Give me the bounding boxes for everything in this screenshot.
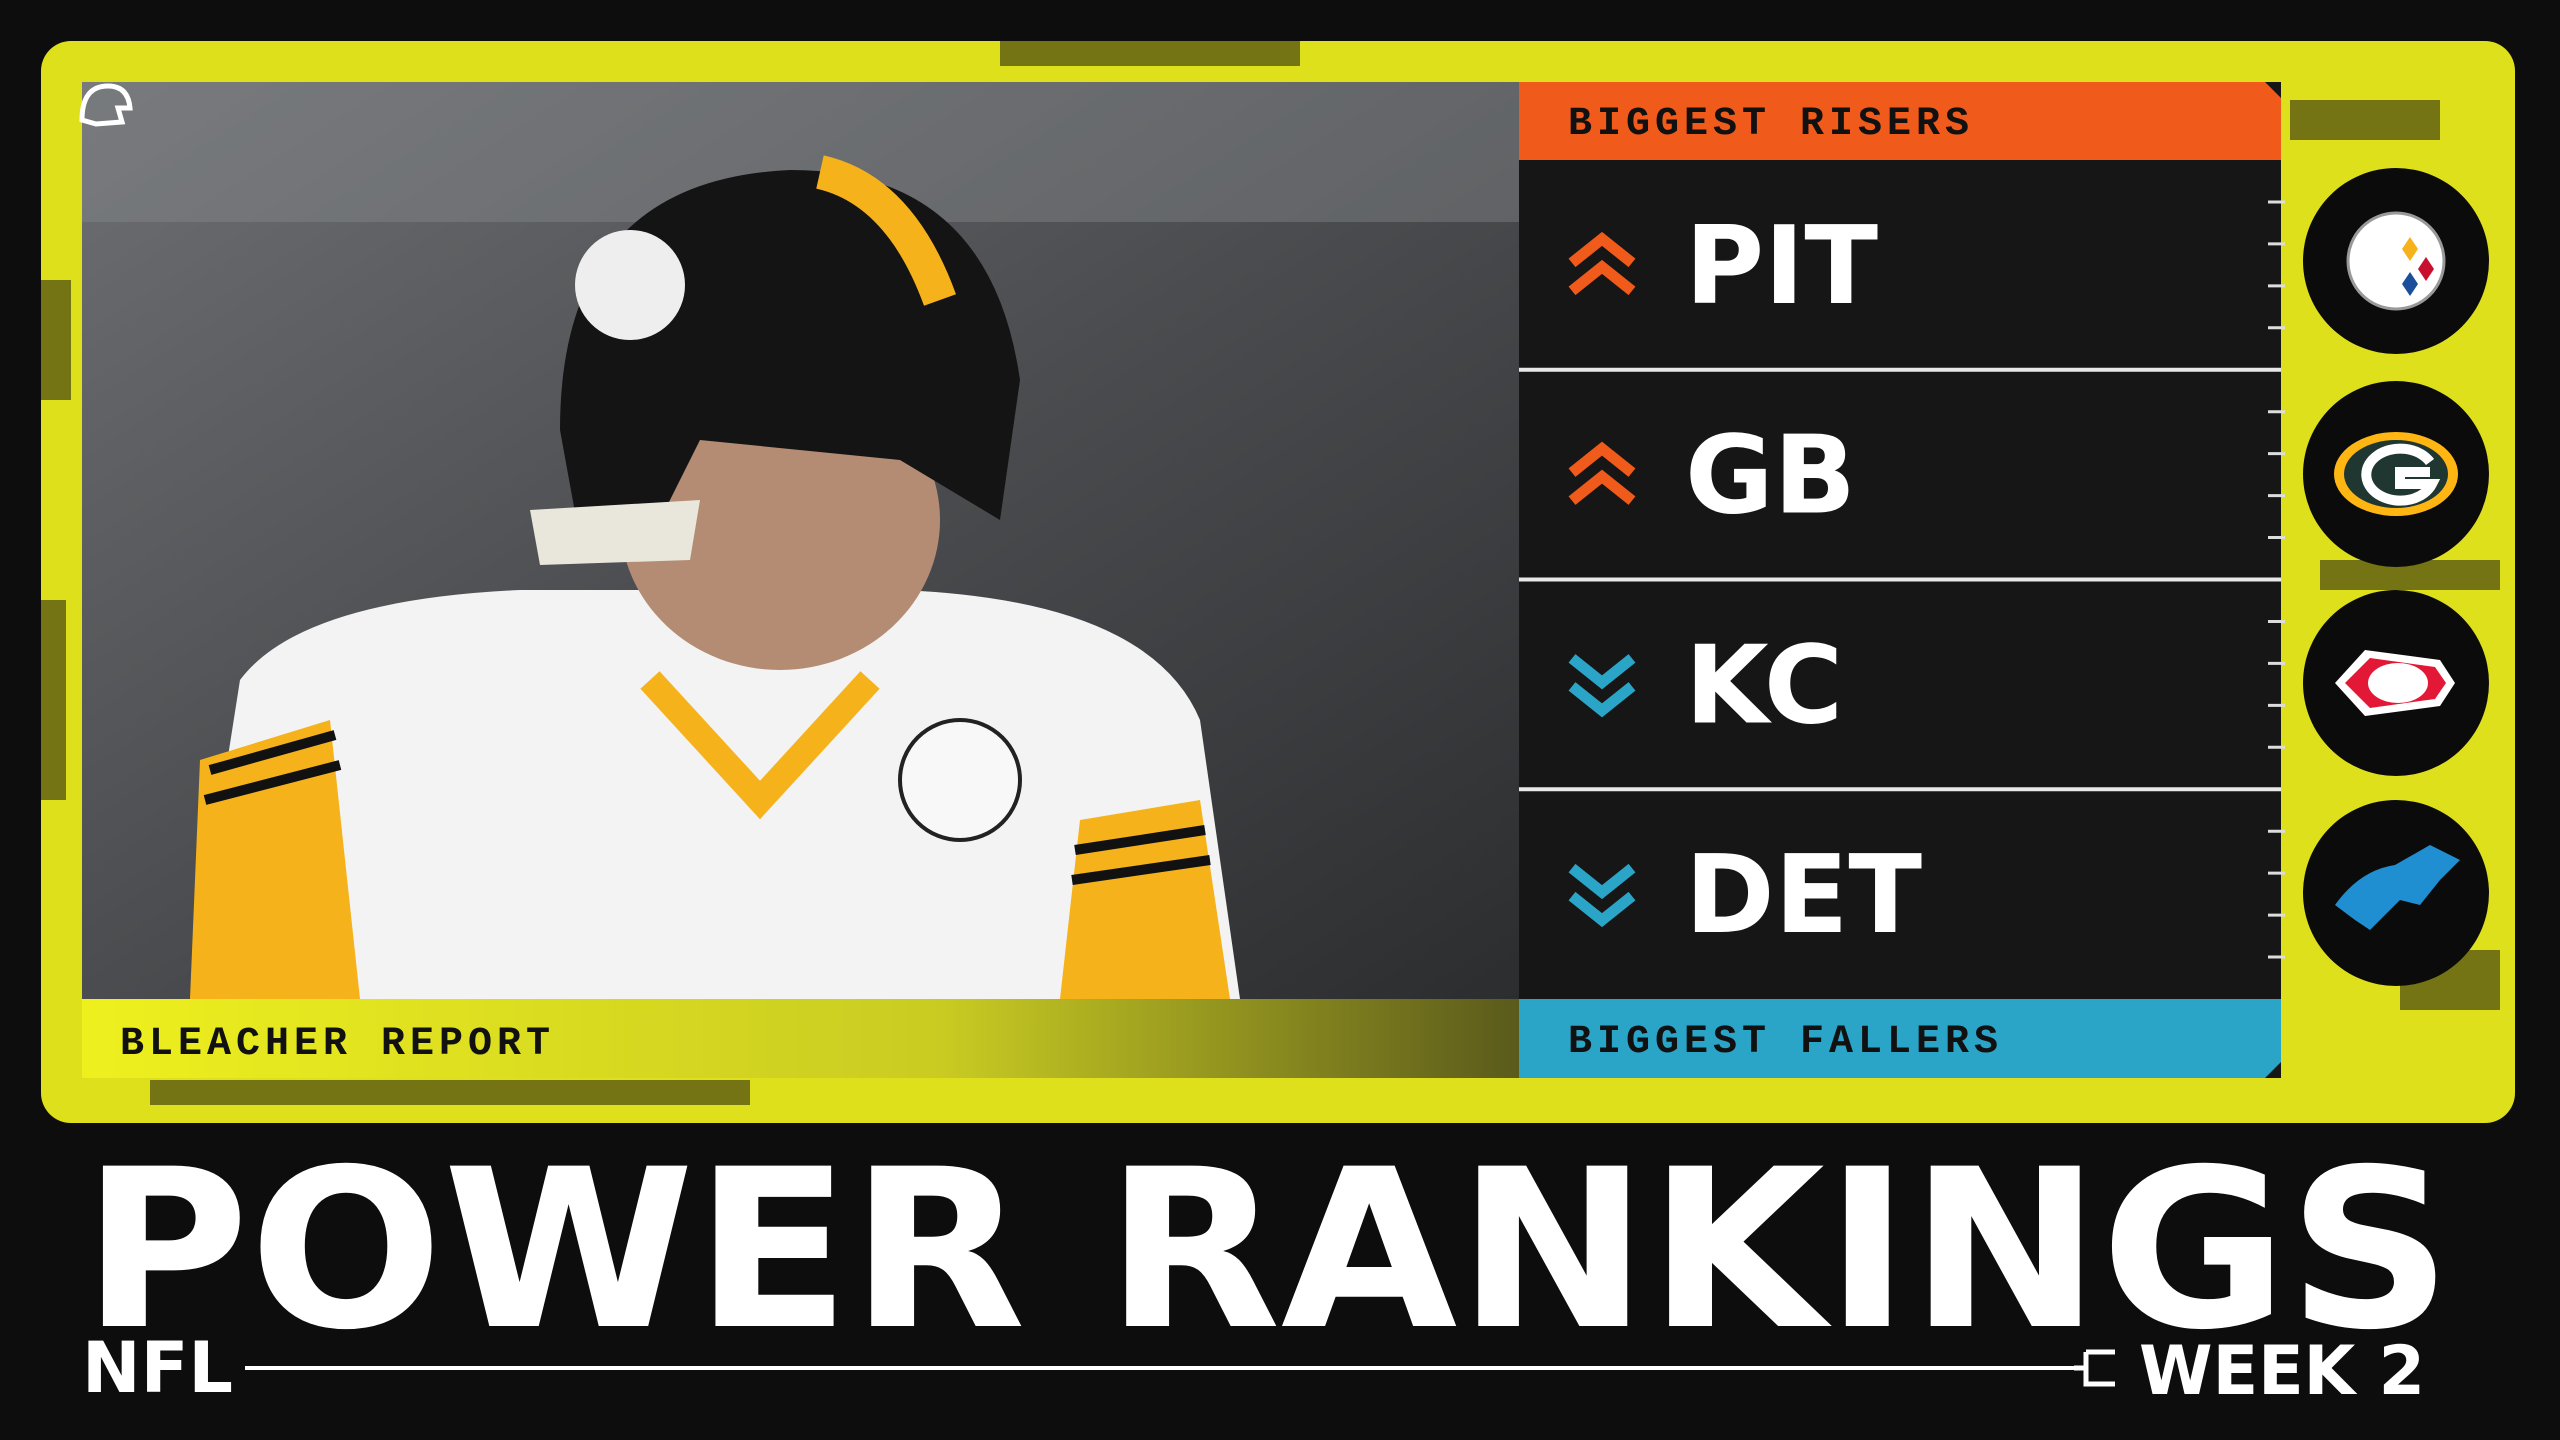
frame-grunge — [41, 41, 2500, 1105]
bracket — [2074, 1349, 2115, 1387]
league: NFL — [82, 1327, 233, 1409]
risers-header — [1519, 82, 2281, 160]
team-abbr: KC — [1685, 623, 1843, 748]
fallers-label: BIGGEST FALLERS — [1568, 1020, 2003, 1065]
trend-arrow — [1568, 682, 1636, 718]
trend-arrow — [1568, 259, 1636, 296]
credit: BLEACHER REPORT — [120, 1022, 555, 1067]
risers-label: BIGGEST RISERS — [1568, 102, 1974, 147]
trend-arrow — [1568, 231, 1636, 268]
fallers-header — [1519, 999, 2281, 1078]
trend-arrow — [1568, 863, 1636, 900]
team-abbr: GB — [1685, 414, 1856, 539]
trend-arrow — [1568, 654, 1636, 690]
photo — [82, 82, 1519, 999]
title: POWER RANKINGS — [82, 1122, 2452, 1378]
trend-arrow — [1568, 891, 1636, 928]
team-abbr: PIT — [1685, 204, 1878, 329]
trend-arrow — [1568, 441, 1636, 477]
helmet-icon — [79, 83, 133, 127]
team-logos — [2303, 168, 2489, 986]
week: WEEK 2 — [2139, 1332, 2425, 1411]
trend-arrow — [1568, 469, 1636, 505]
credit-bar — [82, 999, 1519, 1078]
team-abbr: DET — [1685, 833, 1922, 958]
